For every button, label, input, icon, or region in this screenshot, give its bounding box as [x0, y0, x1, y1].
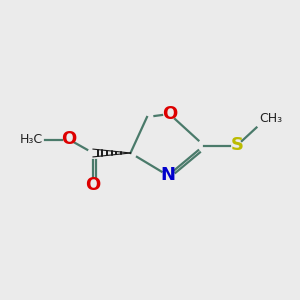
Text: N: N: [160, 167, 175, 184]
Text: CH₃: CH₃: [259, 112, 282, 125]
Text: S: S: [230, 136, 244, 154]
Text: O: O: [85, 176, 100, 194]
Text: H₃C: H₃C: [20, 133, 43, 146]
Text: O: O: [162, 105, 177, 123]
Text: O: O: [61, 130, 76, 148]
